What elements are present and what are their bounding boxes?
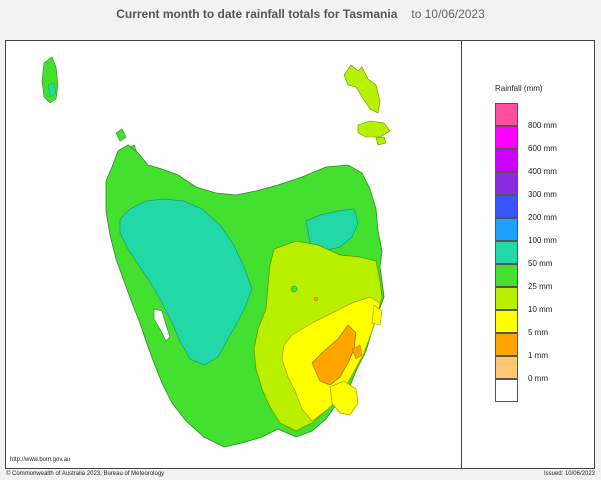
legend-label: 50 mm bbox=[528, 259, 553, 268]
copyright-text: © Commonwealth of Australia 2023, Bureau… bbox=[6, 471, 165, 477]
legend-label: 1 mm bbox=[528, 351, 548, 360]
legend-title: Rainfall (mm) bbox=[495, 84, 543, 93]
east-coast-yellow bbox=[371, 304, 383, 326]
southeast-peninsula bbox=[329, 380, 359, 416]
legend-label: 0 mm bbox=[528, 374, 548, 383]
legend-swatch bbox=[495, 172, 518, 195]
lake-marker-1 bbox=[290, 285, 298, 293]
legend-swatch bbox=[495, 241, 518, 264]
west-wet-zone bbox=[119, 198, 253, 366]
macquarie-harbour bbox=[153, 308, 171, 342]
page-footer: © Commonwealth of Australia 2023, Bureau… bbox=[0, 469, 601, 480]
legend-swatch bbox=[495, 264, 518, 287]
legend-swatch bbox=[495, 333, 518, 356]
legend-swatch bbox=[495, 126, 518, 149]
lake-marker-2 bbox=[313, 296, 319, 302]
page-header: Current month to date rainfall totals fo… bbox=[0, 0, 601, 28]
legend-divider bbox=[461, 41, 462, 468]
orange-spot bbox=[351, 344, 363, 360]
legend-swatch bbox=[495, 149, 518, 172]
legend-label: 200 mm bbox=[528, 213, 557, 222]
legend-label: 10 mm bbox=[528, 305, 553, 314]
flinders-island bbox=[343, 64, 381, 114]
legend-label: 100 mm bbox=[528, 236, 557, 245]
source-url[interactable]: http://www.bom.gov.au bbox=[10, 457, 71, 463]
legend-swatch bbox=[495, 356, 518, 379]
legend-swatch bbox=[495, 379, 518, 402]
legend-label: 25 mm bbox=[528, 282, 553, 291]
king-island-core bbox=[47, 82, 57, 98]
cape-barren-island bbox=[357, 120, 391, 138]
small-island-1 bbox=[375, 136, 387, 146]
legend-swatch bbox=[495, 218, 518, 241]
legend-swatch bbox=[495, 287, 518, 310]
legend-label: 300 mm bbox=[528, 190, 557, 199]
legend-label: 5 mm bbox=[528, 328, 548, 337]
tasmania-map bbox=[41, 56, 391, 448]
legend-label: 400 mm bbox=[528, 167, 557, 176]
issued-date: Issued: 10/06/2023 bbox=[543, 471, 595, 477]
legend-swatch bbox=[495, 195, 518, 218]
map-date: to 10/06/2023 bbox=[411, 7, 485, 21]
map-title: Current month to date rainfall totals fo… bbox=[116, 7, 398, 21]
legend-swatch bbox=[495, 103, 518, 126]
nw-island bbox=[115, 128, 127, 142]
legend-label: 600 mm bbox=[528, 144, 557, 153]
legend-swatch bbox=[495, 310, 518, 333]
legend-label: 800 mm bbox=[528, 121, 557, 130]
